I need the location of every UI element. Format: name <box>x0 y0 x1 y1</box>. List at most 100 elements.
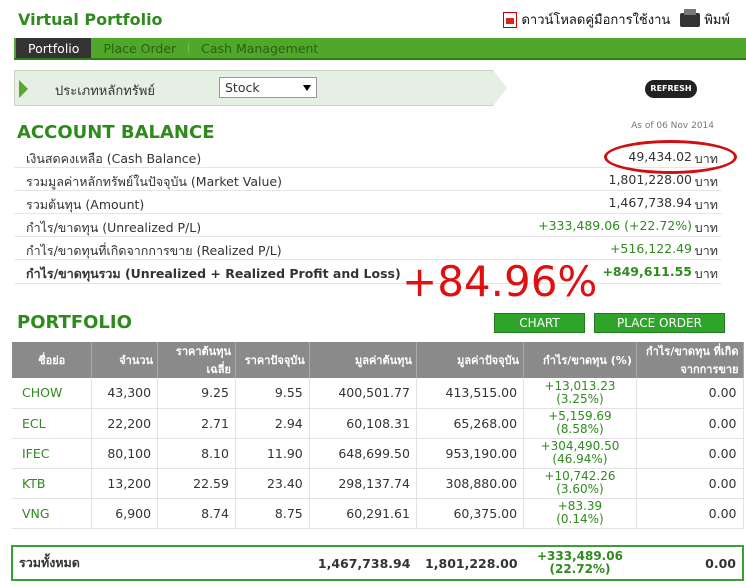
balance-row-market-value: รวมมูลค่าหลักทรัพย์ในปัจจุบัน (Market Va… <box>14 168 722 191</box>
tab-divider <box>188 43 190 53</box>
balance-value: +516,122.49 <box>609 241 692 256</box>
col-price: ราคาปัจจุบัน <box>235 342 310 378</box>
header: Virtual Portfolio ดาวน์โหลดคู่มือการใช้ง… <box>0 0 746 38</box>
qty-cell: 13,200 <box>91 468 159 499</box>
avg-cost-cell: 8.74 <box>157 498 236 529</box>
balance-row-total-pl: กำไร/ขาดทุนรวม (Unrealized + Realized Pr… <box>14 260 722 284</box>
col-pl: กำไร/ขาดทุน (%) <box>523 342 637 378</box>
price-cell: 2.94 <box>235 408 310 439</box>
cost-cell: 298,137.74 <box>309 468 417 499</box>
balance-label: กำไร/ขาดทุน (Unrealized P/L) <box>26 220 202 235</box>
avg-cost-cell: 2.71 <box>157 408 236 439</box>
col-cost: มูลค่าต้นทุน <box>309 342 417 378</box>
printer-icon <box>680 8 701 27</box>
balance-label: กำไร/ขาดทุนรวม (Unrealized + Realized Pr… <box>26 266 401 281</box>
total-realized: 0.00 <box>636 545 744 581</box>
spacer <box>12 528 743 546</box>
avg-cost-cell: 9.25 <box>157 378 236 409</box>
tab-cash-management[interactable]: Cash Management <box>201 41 319 56</box>
balance-label: กำไร/ขาดทุนที่เกิดจากการขาย (Realized P/… <box>26 243 282 258</box>
refresh-button[interactable]: REFRESH <box>645 80 697 98</box>
security-type-filter: ประเภทหลักทรัพย์ Stock <box>14 70 507 106</box>
pl-value: +10,742.26 <box>544 469 616 483</box>
total-cost: 1,467,738.94 <box>309 545 417 581</box>
market-cell: 413,515.00 <box>416 378 525 409</box>
page-title: Virtual Portfolio <box>18 10 163 29</box>
cost-cell: 648,699.50 <box>309 438 417 469</box>
market-cell: 953,190.00 <box>416 438 525 469</box>
security-type-select[interactable]: Stock <box>219 77 317 98</box>
total-pl: +333,489.06 (22.72%) <box>523 545 637 581</box>
realized-cell: 0.00 <box>636 468 744 499</box>
total-label: รวมทั้งหมด <box>10 545 310 581</box>
pdf-icon <box>503 11 518 28</box>
col-symbol: ชื่อย่อ <box>12 342 93 378</box>
pl-value: +13,013.23 <box>544 378 616 393</box>
cost-cell: 400,501.77 <box>309 378 417 409</box>
print-link[interactable]: พิมพ์ <box>680 8 730 30</box>
balance-row-unrealized: กำไร/ขาดทุน (Unrealized P/L) +333,489.06… <box>14 214 722 237</box>
tab-portfolio[interactable]: Portfolio <box>16 38 92 58</box>
balance-value: +849,611.55 <box>602 264 692 279</box>
highlight-circle <box>604 140 737 174</box>
realized-cell: 0.00 <box>636 438 744 469</box>
pl-percent: (3.60%) <box>556 482 604 496</box>
balance-row-realized: กำไร/ขาดทุนที่เกิดจากการขาย (Realized P/… <box>14 237 722 260</box>
balance-unit: บาท <box>694 174 718 189</box>
table-row: CHOW 43,300 9.25 9.55 400,501.77 413,515… <box>12 378 744 409</box>
table-header-row: ชื่อย่อ จำนวน ราคาต้นทุนเฉลี่ย ราคาปัจจุ… <box>12 342 744 378</box>
symbol-link[interactable]: ECL <box>12 408 93 439</box>
symbol-link[interactable]: IFEC <box>12 438 93 469</box>
price-cell: 23.40 <box>235 468 310 499</box>
pl-value: +83.39 <box>557 499 603 513</box>
header-links: ดาวน์โหลดคู่มือการใช้งาน พิมพ์ <box>503 8 730 30</box>
tab-place-order[interactable]: Place Order <box>103 41 177 56</box>
chart-button[interactable]: CHART <box>494 313 585 333</box>
balance-unit: บาท <box>694 266 718 281</box>
dropdown-arrow-icon <box>303 85 311 91</box>
pl-percent: (8.58%) <box>556 422 604 436</box>
pl-percent: (0.14%) <box>556 512 604 526</box>
balance-label: รวมมูลค่าหลักทรัพย์ในปัจจุบัน (Market Va… <box>26 174 282 189</box>
total-pl-value: +333,489.06 <box>536 549 623 563</box>
balance-row-amount: รวมต้นทุน (Amount) 1,467,738.94 บาท <box>14 191 722 214</box>
col-qty: จำนวน <box>91 342 159 378</box>
total-market: 1,801,228.00 <box>416 545 524 581</box>
price-cell: 11.90 <box>235 438 310 469</box>
pl-cell: +5,159.69 (8.58%) <box>523 408 637 439</box>
cost-cell: 60,108.31 <box>309 408 417 439</box>
pl-percent: (3.25%) <box>556 391 604 406</box>
total-pl-percent: (22.72%) <box>549 562 611 576</box>
symbol-link[interactable]: VNG <box>12 498 93 529</box>
download-manual-link[interactable]: ดาวน์โหลดคู่มือการใช้งาน <box>503 9 670 30</box>
qty-cell: 43,300 <box>91 378 159 409</box>
pl-value: +304,490.50 <box>540 439 620 453</box>
balance-unit: บาท <box>694 197 718 212</box>
tab-bar: Portfolio Place Order Cash Management <box>14 38 746 60</box>
balance-label: เงินสดคงเหลือ (Cash Balance) <box>26 151 202 166</box>
balance-label: รวมต้นทุน (Amount) <box>26 197 145 212</box>
realized-cell: 0.00 <box>636 378 744 409</box>
qty-cell: 6,900 <box>91 498 159 529</box>
pl-value: +5,159.69 <box>548 409 612 423</box>
symbol-link[interactable]: CHOW <box>12 378 93 409</box>
security-type-value: Stock <box>225 80 260 95</box>
total-row: รวมทั้งหมด 1,467,738.94 1,801,228.00 +33… <box>10 545 744 581</box>
balance-value: 1,801,228.00 <box>608 172 693 187</box>
balance-value: +333,489.06 (+22.72%) <box>538 218 692 233</box>
price-cell: 9.55 <box>235 378 310 409</box>
portfolio-table: ชื่อย่อ จำนวน ราคาต้นทุนเฉลี่ย ราคาปัจจุ… <box>10 342 744 581</box>
account-balance-title: ACCOUNT BALANCE <box>17 122 215 143</box>
pl-cell: +13,013.23 (3.25%) <box>523 378 637 409</box>
avg-cost-cell: 22.59 <box>157 468 236 499</box>
pl-cell: +83.39 (0.14%) <box>523 498 637 529</box>
balance-value: 1,467,738.94 <box>608 195 693 210</box>
pl-cell: +304,490.50 (46.94%) <box>523 438 637 469</box>
place-order-button[interactable]: PLACE ORDER <box>594 313 725 333</box>
table-row: KTB 13,200 22.59 23.40 298,137.74 308,88… <box>12 468 744 499</box>
symbol-link[interactable]: KTB <box>12 468 93 499</box>
col-avg-cost: ราคาต้นทุนเฉลี่ย <box>157 342 236 378</box>
qty-cell: 22,200 <box>91 408 159 439</box>
download-manual-label: ดาวน์โหลดคู่มือการใช้งาน <box>521 13 671 28</box>
realized-cell: 0.00 <box>636 498 744 529</box>
